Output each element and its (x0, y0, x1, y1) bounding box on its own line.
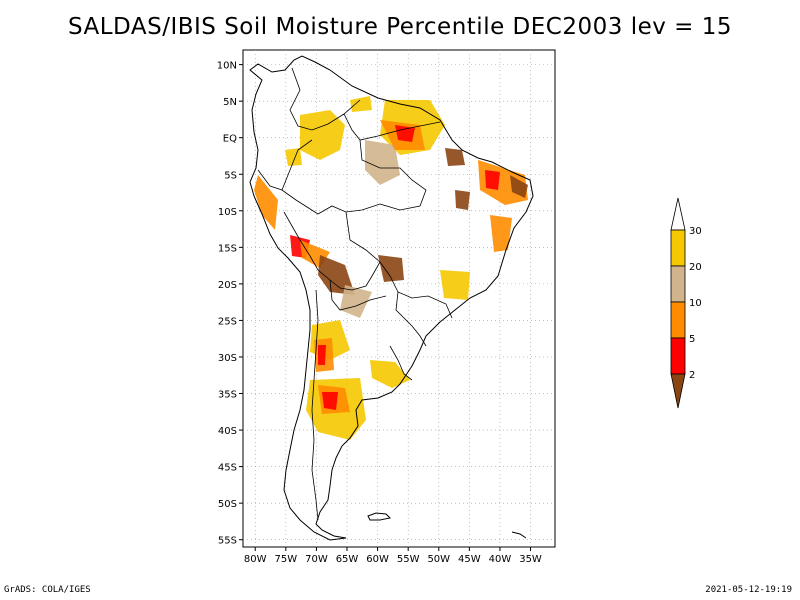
percentile-patch (350, 96, 372, 112)
lat-tick-label: 15S (218, 243, 237, 254)
lon-tick-label: 35W (519, 554, 542, 565)
lat-tick-label: 10S (218, 207, 237, 218)
percentile-patch (378, 255, 404, 282)
percentile-patch (485, 170, 500, 190)
lat-tick-label: 5S (224, 170, 237, 181)
percentile-patch (510, 175, 528, 198)
percentile-patch (285, 148, 302, 166)
lon-tick-label: 45W (458, 554, 481, 565)
lat-tick-label: 10N (217, 61, 237, 72)
falkland-islands (367, 512, 392, 521)
lon-tick-label: 60W (366, 554, 389, 565)
legend-swatch (670, 265, 686, 303)
lat-tick-label: 40S (218, 426, 237, 437)
legend-triangle-bottom (670, 373, 686, 409)
lat-tick-label: 35S (218, 390, 237, 401)
continent-outline (249, 55, 534, 541)
legend-swatch (670, 229, 686, 267)
percentile-patches (254, 96, 528, 440)
legend-label: 2 (689, 370, 695, 381)
lon-tick-label: 50W (427, 554, 450, 565)
lat-tick-label: EQ (223, 134, 237, 145)
percentile-patch (445, 148, 465, 166)
lat-tick-label: 20S (218, 280, 237, 291)
footer-credit: GrADS: COLA/IGES (4, 585, 91, 595)
percentile-patch (455, 190, 470, 210)
map-title: SALDAS/IBIS Soil Moisture Percentile DEC… (67, 14, 733, 40)
legend-label: 10 (689, 298, 702, 309)
lat-tick-label: 30S (218, 353, 237, 364)
percentile-patch (322, 392, 338, 410)
lat-tick-label: 50S (218, 499, 237, 510)
percentile-patch (365, 140, 400, 185)
plot-frame (242, 49, 556, 548)
percentile-patch (440, 270, 470, 300)
percentile-patch (300, 110, 345, 160)
legend-swatch (670, 337, 686, 375)
percentile-patch (318, 345, 326, 365)
lon-tick-label: 70W (305, 554, 328, 565)
south-america-coastline (249, 55, 534, 541)
lon-tick-label: 40W (489, 554, 512, 565)
legend-label: 30 (689, 226, 702, 237)
legend-label: 20 (689, 262, 702, 273)
lon-tick-label: 55W (397, 554, 420, 565)
lon-tick-label: 65W (336, 554, 359, 565)
country-borders (257, 67, 453, 521)
percentile-patch (490, 215, 512, 252)
lon-tick-label: 75W (275, 554, 298, 565)
footer-timestamp: 2021-05-12-19:19 (705, 585, 792, 595)
lat-tick-label: 45S (218, 463, 237, 474)
lon-tick-label: 80W (244, 554, 267, 565)
color-legend: 30 20 10 5 2 (670, 197, 702, 409)
percentile-patch (395, 125, 415, 142)
axis-tick-labels: 80W 75W 70W 65W 60W 55W 50W 45W 40W 35W 10N 5N EQ 5S 1… (217, 61, 542, 565)
lat-tick-label: 25S (218, 316, 237, 327)
legend-swatch (670, 301, 686, 339)
lat-tick-label: 55S (218, 536, 237, 547)
percentile-patch (254, 175, 278, 230)
percentile-patch (318, 255, 355, 295)
percentile-patch (340, 285, 372, 318)
legend-label: 5 (689, 334, 695, 345)
south-georgia (511, 531, 527, 539)
lat-tick-label: 5N (223, 97, 237, 108)
percentile-patch (370, 360, 410, 388)
legend-triangle-top (670, 197, 686, 231)
